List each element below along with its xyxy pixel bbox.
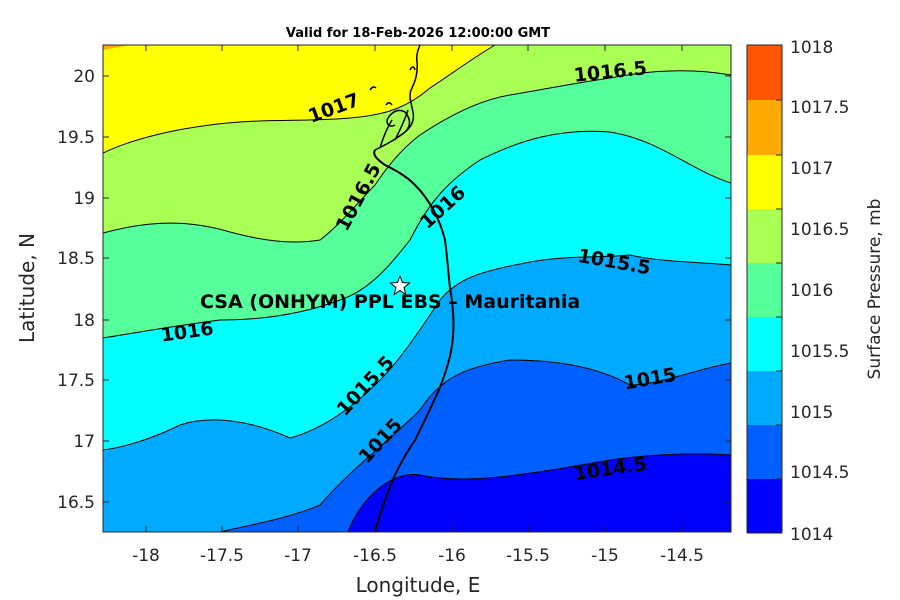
isobar-1016: [103, 130, 731, 339]
isobar-1015: [219, 359, 731, 532]
colorbar-label: Surface Pressure, mb: [865, 199, 885, 380]
colorbar-tick-label: 1017.5: [790, 98, 849, 118]
band-1017-5: [103, 45, 130, 50]
colorbar-swatch-1014-5: [747, 425, 782, 479]
isobar-1017: [103, 45, 496, 154]
colorbar-tick-label: 1015: [790, 403, 833, 423]
colorbar-tick-label: 1015.5: [790, 342, 849, 362]
colorbar-tick-label: 1018: [790, 38, 833, 58]
x-tick-label: -18: [132, 546, 160, 566]
colorbar-swatch-1016: [747, 263, 782, 317]
x-tick-label: -16.5: [353, 546, 397, 566]
x-tick-label: -17: [284, 546, 312, 566]
x-tick-marks: [145, 45, 683, 532]
colorbar-swatch-1016-5: [747, 209, 782, 263]
y-tick-label: 16.5: [57, 493, 95, 513]
colorbar-swatch-1017: [747, 155, 782, 209]
colorbar-tick-label: 1016: [790, 281, 833, 301]
isobar-1016-5: [103, 70, 731, 243]
colorbar-tick-label: 1014: [790, 525, 833, 545]
colorbar-frame: [746, 44, 783, 534]
y-axis-label: Latitude, N: [15, 233, 39, 343]
colorbar-tick-label: 1014.5: [790, 463, 849, 483]
x-tick-label: -15: [591, 546, 619, 566]
isobar-1014-5: [347, 453, 731, 532]
colorbar: 1014 1014.5 1015 1015.5 1016 1016.5 1017…: [746, 38, 885, 545]
pressure-field: [103, 45, 731, 532]
site-label: CSA (ONHYM) PPL EBS – Mauritania: [200, 291, 580, 313]
x-tick-label: -17.5: [200, 546, 244, 566]
x-tick-label: -15.5: [506, 546, 550, 566]
x-axis-label: Longitude, E: [356, 573, 481, 597]
y-tick-label: 17: [73, 432, 95, 452]
colorbar-swatch-1017-5: [747, 100, 782, 155]
y-tick-label: 19.5: [57, 128, 95, 148]
site-marker: CSA (ONHYM) PPL EBS – Mauritania: [200, 274, 580, 313]
colorbar-tick-marks: [776, 99, 782, 480]
colorbar-swatch-1014: [747, 479, 782, 533]
y-tick-labels: 16.5 17 17.5 18 18.5 19 19.5 20: [57, 67, 95, 513]
coastline: [369, 45, 455, 532]
y-tick-label: 18.5: [57, 249, 95, 269]
colorbar-swatch-1015-5: [747, 317, 782, 371]
y-tick-marks: [103, 75, 731, 503]
y-tick-label: 17.5: [57, 371, 95, 391]
y-tick-label: 18: [73, 311, 95, 331]
plot-frame: [102, 44, 732, 533]
site-star-icon: [389, 274, 411, 296]
colorbar-swatch-1018: [747, 45, 782, 100]
isobar-lines: [103, 45, 731, 532]
colorbar-tick-label: 1017: [790, 159, 833, 179]
isobar-1015-5: [103, 254, 731, 451]
y-tick-label: 19: [73, 189, 95, 209]
colorbar-swatch-1015: [747, 371, 782, 425]
coastline-main: [373, 149, 455, 532]
y-tick-label: 20: [73, 67, 95, 87]
banc-arguin-islands: [369, 45, 421, 151]
figure-title: Valid for 18-Feb-2026 12:00:00 GMT: [286, 26, 550, 41]
x-tick-label: -14.5: [660, 546, 704, 566]
colorbar-tick-label: 1016.5: [790, 220, 849, 240]
x-tick-label: -16: [438, 546, 466, 566]
x-tick-labels: -18 -17.5 -17 -16.5 -16 -15.5 -15 -14.5: [132, 546, 704, 566]
